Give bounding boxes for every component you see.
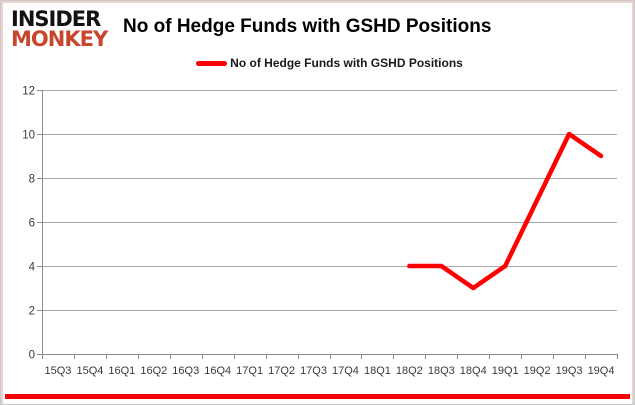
x-tick-label: 15Q3 <box>45 365 72 377</box>
x-tick-label: 19Q2 <box>524 365 551 377</box>
y-tick-label: 0 <box>29 350 35 362</box>
x-tick-label: 16Q1 <box>108 365 135 377</box>
x-tick-label: 17Q4 <box>332 365 359 377</box>
chart-legend: No of Hedge Funds with GSHD Positions <box>42 56 617 70</box>
x-tick-label: 16Q4 <box>204 365 231 377</box>
x-tick-label: 19Q1 <box>492 365 519 377</box>
x-tick-label: 18Q4 <box>460 365 487 377</box>
x-tick-label: 18Q2 <box>396 365 423 377</box>
x-tick-label: 18Q3 <box>428 365 455 377</box>
y-tick-label: 2 <box>29 306 35 318</box>
y-tick-label: 12 <box>22 86 35 98</box>
legend-label: No of Hedge Funds with GSHD Positions <box>230 56 463 70</box>
x-tick-label: 17Q3 <box>300 365 327 377</box>
logo-line1: INSIDER <box>11 6 101 32</box>
bottom-red-bar <box>5 394 630 399</box>
x-tick-label: 19Q4 <box>588 365 615 377</box>
insider-monkey-logo: INSIDER MONKEY <box>11 6 108 51</box>
y-tick-label: 4 <box>29 262 36 274</box>
series-line <box>407 131 604 291</box>
y-tick-label: 10 <box>22 130 35 142</box>
y-tick-label: 6 <box>29 218 35 230</box>
y-tick-label: 8 <box>29 174 35 186</box>
x-tick-label: 17Q1 <box>236 365 263 377</box>
x-tick-label: 19Q3 <box>556 365 583 377</box>
x-tick-label: 15Q4 <box>76 365 103 377</box>
chart-title: No of Hedge Funds with GSHD Positions <box>123 16 492 37</box>
logo-line2: MONKEY <box>11 26 108 51</box>
x-tick-label: 16Q2 <box>140 365 167 377</box>
x-tick-label: 16Q3 <box>172 365 199 377</box>
legend-line-swatch <box>196 60 228 66</box>
x-tick-label: 18Q1 <box>364 365 391 377</box>
x-tick-label: 17Q2 <box>268 365 295 377</box>
